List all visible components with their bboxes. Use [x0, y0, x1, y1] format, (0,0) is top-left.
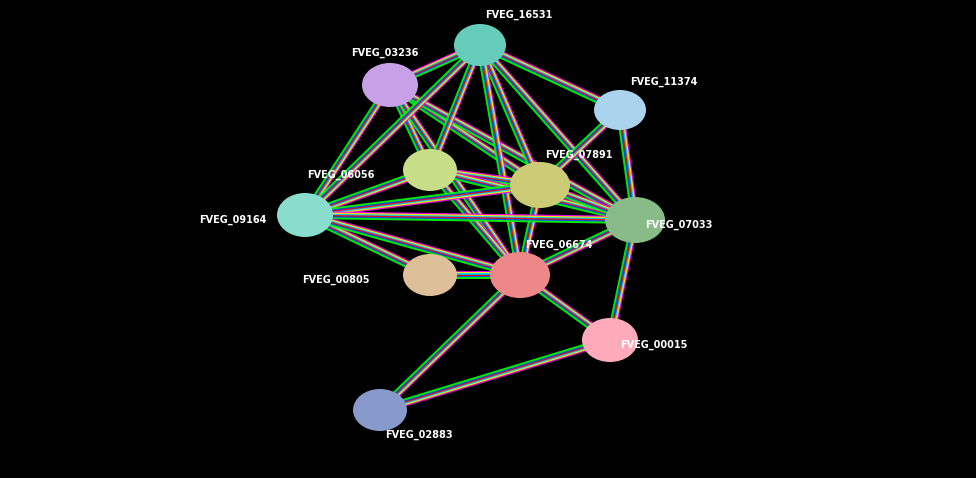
Text: FVEG_02883: FVEG_02883 — [385, 430, 453, 440]
Ellipse shape — [353, 389, 407, 431]
Text: FVEG_06674: FVEG_06674 — [525, 240, 592, 250]
Text: FVEG_06056: FVEG_06056 — [307, 170, 375, 180]
Ellipse shape — [582, 318, 638, 362]
Ellipse shape — [454, 24, 506, 66]
Text: FVEG_03236: FVEG_03236 — [351, 48, 419, 58]
Ellipse shape — [594, 90, 646, 130]
Ellipse shape — [510, 162, 570, 208]
Ellipse shape — [490, 252, 550, 298]
Ellipse shape — [403, 254, 457, 296]
Text: FVEG_00015: FVEG_00015 — [620, 340, 687, 350]
Ellipse shape — [605, 197, 665, 243]
Ellipse shape — [277, 193, 333, 237]
Text: FVEG_11374: FVEG_11374 — [630, 77, 698, 87]
Text: FVEG_07033: FVEG_07033 — [645, 220, 712, 230]
Text: FVEG_07891: FVEG_07891 — [545, 150, 613, 160]
Text: FVEG_16531: FVEG_16531 — [485, 10, 552, 20]
Ellipse shape — [362, 63, 418, 107]
Text: FVEG_00805: FVEG_00805 — [303, 275, 370, 285]
Text: FVEG_09164: FVEG_09164 — [200, 215, 267, 225]
Ellipse shape — [403, 149, 457, 191]
